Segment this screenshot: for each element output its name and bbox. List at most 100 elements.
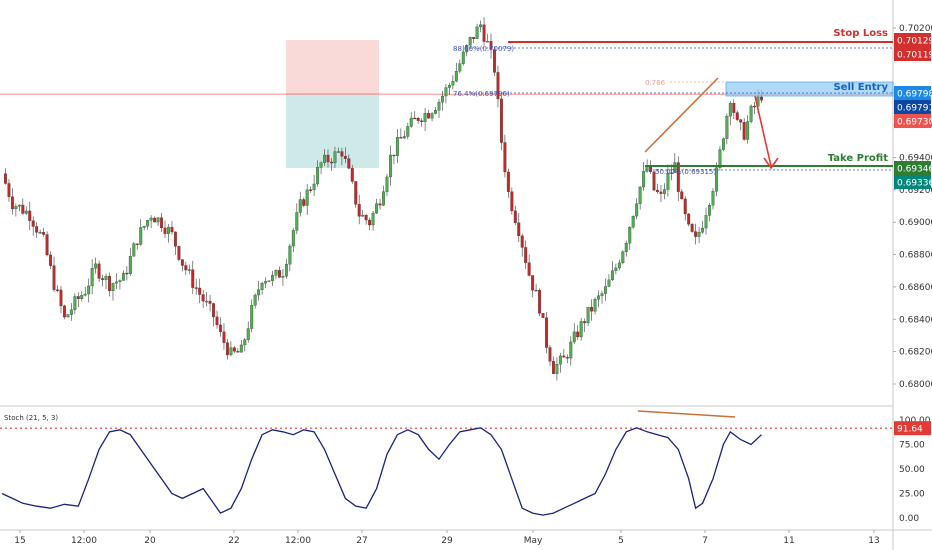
candle-body [427, 113, 431, 119]
candle-body [146, 220, 150, 227]
countdown-tag-bg [894, 133, 931, 147]
candle-body [482, 24, 486, 42]
candle-body [14, 206, 18, 210]
candle-body [441, 95, 444, 103]
candle-body [565, 357, 569, 359]
candle-body [687, 213, 691, 225]
candle-body [475, 26, 479, 39]
candle-body [156, 217, 160, 223]
candle-body [139, 227, 143, 245]
candle-body [121, 272, 125, 281]
candle-body [17, 204, 21, 207]
candle-body [694, 231, 698, 237]
candle-body [312, 183, 316, 190]
price-axis[interactable]: 0.702000.698000.696000.694000.692000.690… [893, 24, 932, 524]
candle-body [215, 316, 219, 326]
candle-body [382, 191, 385, 206]
candle-body [291, 230, 295, 247]
candle-body [690, 224, 694, 232]
candle-body [118, 280, 122, 283]
candle-body [621, 251, 625, 264]
candle-body [347, 158, 351, 169]
candle-body [680, 191, 684, 200]
stoch-tick-label: 50.00 [899, 465, 925, 475]
candle-body [378, 203, 382, 206]
candle-body [617, 262, 621, 269]
candle-body [361, 214, 365, 217]
stoch-divergence-line [637, 410, 736, 418]
candle-body [454, 71, 458, 82]
candle-body [652, 171, 656, 191]
candle-body [101, 278, 105, 280]
candle-body [108, 276, 111, 292]
candle-body [336, 151, 340, 153]
candle-body [416, 117, 420, 121]
candle-body [583, 321, 587, 324]
candle-body [28, 210, 32, 221]
candle-body [444, 87, 448, 97]
candle-body [676, 162, 680, 192]
candle-body [90, 268, 94, 287]
stop-loss-label: Stop Loss [833, 28, 888, 39]
candle-body [62, 305, 66, 318]
candle-body [586, 307, 590, 324]
candle-body [87, 285, 91, 295]
candle-body [551, 361, 555, 374]
candle-body [267, 280, 271, 282]
candle-body [472, 37, 476, 39]
candle-body [125, 272, 129, 275]
stoch-line [1, 427, 762, 516]
candle-body [701, 227, 705, 233]
candle-body [236, 351, 240, 353]
candle-body [316, 167, 320, 185]
candle-body [132, 243, 136, 257]
fib-764-label: 76.4%(0.69796) [453, 90, 510, 98]
candle-body [402, 136, 406, 139]
candle-body [212, 303, 216, 318]
fib-886-label: 88.60%(0.70079) [453, 45, 514, 53]
candle-body [115, 281, 118, 284]
candle-body [624, 243, 628, 252]
candle-body [153, 217, 157, 223]
candle-body [666, 173, 670, 190]
candle-body [721, 138, 725, 150]
candle-body [232, 347, 236, 352]
candle-body [704, 215, 708, 229]
candle-body [66, 314, 70, 318]
candle-body [24, 210, 28, 214]
candle-body [569, 341, 573, 359]
candle-body [423, 113, 427, 122]
candle-body [208, 300, 212, 304]
candle-body [548, 347, 552, 362]
candle-body [170, 227, 174, 233]
candle-body [104, 276, 108, 280]
x-tick-label: 27 [356, 536, 367, 546]
candle-body [538, 290, 542, 314]
candle-body [305, 189, 309, 206]
reward-zone [286, 94, 379, 168]
time-axis[interactable]: 15 12:00 20 22 12:00 27 29 May 5 7 11 13 [14, 530, 880, 546]
take-profit-label: Take Profit [828, 153, 888, 164]
candle-body [219, 324, 222, 332]
prev-close-tag: 0.69730 [897, 118, 932, 128]
candle-body [180, 259, 184, 266]
candle-body [520, 235, 524, 248]
candle-body [524, 247, 528, 263]
candle-body [357, 204, 361, 217]
candle-body [375, 203, 379, 214]
candle-body [284, 263, 288, 277]
candle-body [437, 101, 441, 111]
candle-body [558, 355, 562, 365]
x-tick-label: 29 [441, 536, 453, 546]
candle-body [302, 199, 306, 206]
candle-body [354, 181, 358, 205]
sell-entry-price-tag-bg [894, 86, 931, 100]
candle-body [295, 212, 299, 231]
candle-body [35, 226, 39, 233]
